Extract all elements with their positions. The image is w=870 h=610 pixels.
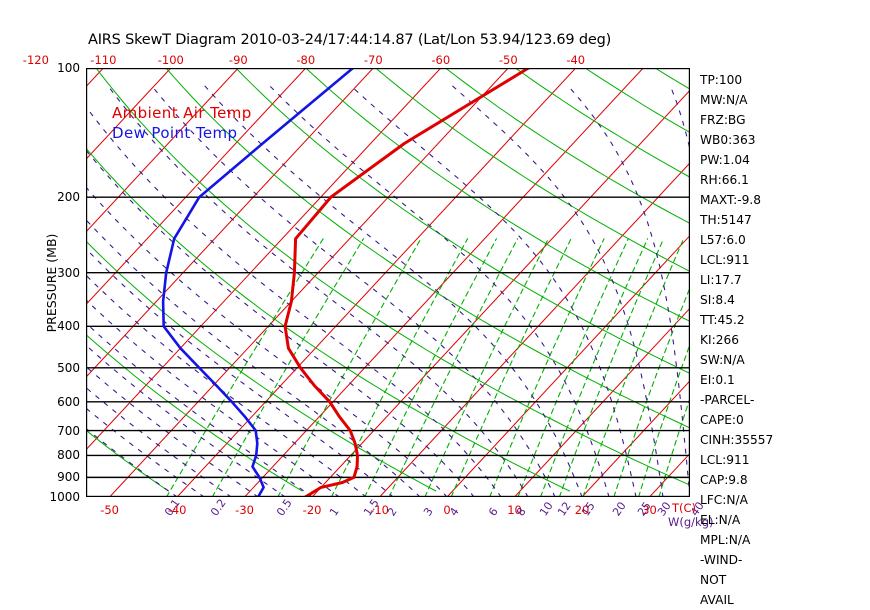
- top-temp-tick: -40: [566, 53, 586, 67]
- parameter-item: KI:266: [700, 333, 739, 347]
- mixing-ratio-tick: 20: [609, 499, 629, 519]
- bottom-temp-tick: -10: [370, 503, 389, 517]
- mixing-ratio-tick: 0.5: [273, 496, 295, 519]
- bottom-temp-tick: -50: [100, 503, 120, 517]
- parameter-item: EI:0.1: [700, 373, 735, 387]
- parameter-item: LI:17.7: [700, 273, 742, 287]
- parameter-item: TP:100: [700, 73, 743, 87]
- top-temp-tick: -120: [22, 53, 49, 67]
- parameter-item: RH:66.1: [700, 173, 749, 187]
- pressure-tick: 800: [57, 448, 80, 463]
- top-temp-tick: -100: [157, 53, 184, 67]
- bottom-temp-tick: -40: [167, 503, 187, 517]
- parameter-item: -PARCEL-: [700, 393, 755, 407]
- mixing-ratio-axis-label: W(g/kg): [668, 515, 714, 529]
- pressure-tick: 200: [57, 190, 80, 205]
- parameter-item: -WIND-: [700, 553, 743, 567]
- skewt-plot-area: [86, 68, 690, 497]
- mixing-ratio-tick: 10: [536, 499, 556, 519]
- mixing-ratio-tick: 12: [555, 499, 575, 519]
- legend-dew-point-temp: Dew Point Temp: [112, 124, 238, 142]
- parameter-item: CINH:35557: [700, 433, 774, 447]
- parameter-item: LFC:N/A: [700, 493, 748, 507]
- top-temp-tick: -80: [296, 53, 316, 67]
- pressure-tick: 900: [57, 470, 80, 485]
- pressure-tick: 500: [57, 360, 80, 375]
- skewt-diagram-page: AIRS SkewT Diagram 2010-03-24/17:44:14.8…: [22, 32, 774, 607]
- pressure-tick: 600: [57, 394, 80, 409]
- mixing-ratio-tick: 1: [327, 505, 343, 519]
- parameter-item: L57:6.0: [700, 233, 746, 247]
- parameter-item: WB0:363: [700, 133, 756, 147]
- parameter-item: LCL:911: [700, 453, 750, 467]
- isobar-lines: [86, 68, 690, 497]
- legend-ambient-air-temp: Ambient Air Temp: [112, 104, 252, 122]
- bottom-temp-tick: -20: [302, 503, 322, 517]
- top-temp-tick: -110: [90, 53, 117, 67]
- pressure-tick: 400: [57, 319, 80, 334]
- top-temp-tick: -50: [498, 53, 518, 67]
- bottom-temp-tick: 10: [507, 503, 522, 517]
- bottom-temp-tick: 30: [642, 503, 657, 517]
- mixing-ratio-tick: 3: [420, 505, 436, 519]
- bottom-temp-tick: -30: [235, 503, 254, 517]
- parameter-item: LCL:911: [700, 253, 750, 267]
- parameter-item: NOT: [700, 573, 727, 587]
- page-title: AIRS SkewT Diagram 2010-03-24/17:44:14.8…: [88, 32, 612, 48]
- ambient-temp-curve: [283, 68, 530, 497]
- isotherm-lines: [86, 68, 690, 497]
- mixing-ratio-lines: [165, 238, 690, 497]
- pressure-axis-label: PRESSURE (MB): [43, 233, 59, 333]
- parameter-item: CAP:9.8: [700, 473, 748, 487]
- parameter-item: MPL:N/A: [700, 533, 751, 547]
- parameter-item: MW:N/A: [700, 93, 748, 107]
- pressure-tick: 100: [57, 61, 80, 75]
- bottom-temp-tick: 0: [443, 503, 451, 517]
- temperature-axis-label: T(C): [672, 501, 697, 515]
- parameter-item: CAPE:0: [700, 413, 744, 427]
- plot-frame: [86, 68, 690, 497]
- pressure-tick: 300: [57, 265, 80, 280]
- parameter-item: EL:N/A: [700, 513, 741, 527]
- top-temp-tick: -90: [228, 53, 248, 67]
- top-temp-tick: -70: [363, 53, 383, 67]
- bottom-temp-tick: 20: [574, 503, 590, 517]
- moist-adiabat-lines: [86, 85, 690, 497]
- pressure-tick: 1000: [49, 490, 80, 504]
- dew-point-curve: [161, 68, 355, 497]
- sounding-curves: [161, 68, 530, 497]
- parameter-item: TH:5147: [700, 213, 752, 227]
- parameter-item: SW:N/A: [700, 353, 745, 367]
- parameter-item: MAXT:-9.8: [700, 193, 761, 207]
- sounding-parameters-panel: TP:100 MW:N/A FRZ:BG WB0:363 PW:1.04 RH:66.1 M…: [700, 70, 773, 610]
- parameter-item: AVAIL: [700, 593, 734, 607]
- mixing-ratio-tick: 6: [485, 505, 501, 519]
- mixing-ratio-tick: 0.2: [208, 496, 229, 519]
- parameter-item: FRZ:BG: [700, 113, 746, 127]
- pressure-tick: 700: [57, 423, 80, 438]
- parameter-item: PW:1.04: [700, 153, 750, 167]
- parameter-item: TT:45.2: [700, 313, 745, 327]
- parameter-item: SI:8.4: [700, 293, 735, 307]
- top-temp-tick: -60: [431, 53, 451, 67]
